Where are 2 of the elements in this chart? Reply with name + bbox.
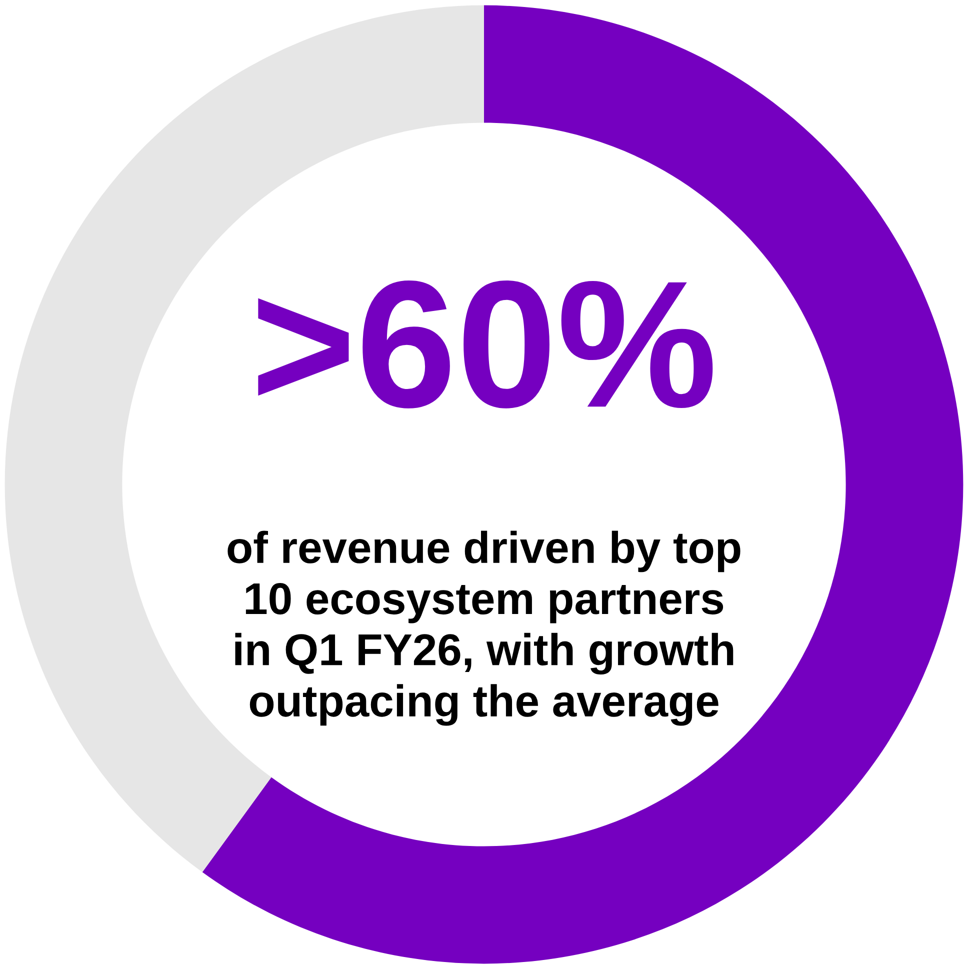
- text: of revenue driven by top 10 ecosystem partners in Q1 FY26, with growth outpacing the average: [228, 530, 740, 726]
- text: >60%: [258, 280, 713, 408]
